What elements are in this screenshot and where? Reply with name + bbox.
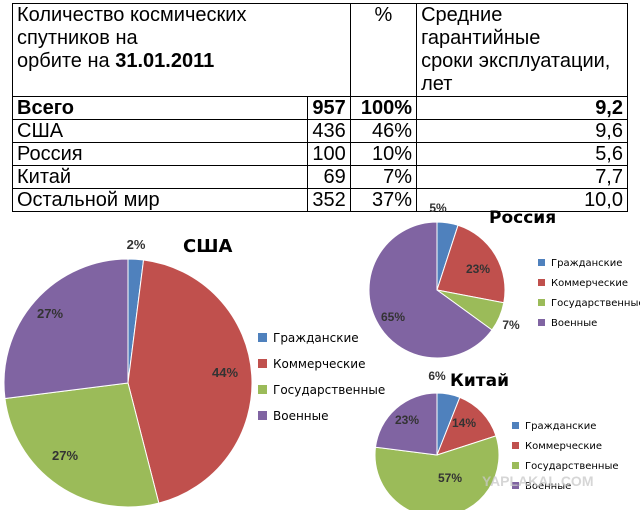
slice-label: 7% xyxy=(502,318,520,332)
legend-swatch xyxy=(512,422,519,429)
table-header-row: Количество космических спутников на орбит… xyxy=(11,3,628,97)
legend-swatch xyxy=(258,333,267,342)
legend-label: Государственные xyxy=(273,383,385,397)
legend-label: Государственные xyxy=(525,461,619,472)
slice-label: 2% xyxy=(127,237,146,252)
slice-label: 44% xyxy=(212,365,238,380)
pie-slice xyxy=(4,382,160,508)
legend-label: Военные xyxy=(273,409,329,423)
legend-label: Гражданские xyxy=(273,331,359,345)
legend-swatch xyxy=(512,482,519,489)
legend-swatch xyxy=(538,319,545,326)
slice-label: 65% xyxy=(381,310,405,324)
legend-label: Гражданские xyxy=(525,421,596,432)
header-lifetime: Средние гарантийные сроки эксплуатации, л… xyxy=(416,3,628,97)
row-percent: 37% xyxy=(349,188,418,212)
slice-label: 27% xyxy=(52,448,78,463)
pie-chart-2: 5% 23% 7% 65% Россия Гражданские Коммерческие Г… xyxy=(368,201,640,359)
chart-title: Китай xyxy=(450,371,509,391)
row-lifetime: 10,0 xyxy=(416,188,628,212)
row-percent: 100% xyxy=(349,96,418,120)
row-name: США xyxy=(11,119,309,143)
row-lifetime: 5,6 xyxy=(416,142,628,166)
watermark-text: YAPLAKAL.COM xyxy=(482,473,594,489)
slice-label: 23% xyxy=(466,262,490,276)
legend-swatch xyxy=(258,359,267,368)
row-count: 100 xyxy=(307,142,351,166)
header-count-label: Количество космических спутников на орбит… xyxy=(11,3,308,97)
legend-swatch xyxy=(538,279,545,286)
slice-label: 5% xyxy=(429,201,447,215)
table-row: Остальной мир 352 37% 10,0 xyxy=(11,188,628,212)
row-count: 957 xyxy=(307,96,351,120)
header-count-spacer xyxy=(307,3,351,97)
row-percent: 46% xyxy=(349,119,418,143)
pie-slice xyxy=(436,224,506,304)
legend-label: Гражданские xyxy=(551,258,622,269)
row-count: 352 xyxy=(307,188,351,212)
legend-label: Военные xyxy=(525,481,571,492)
legend-label: Военные xyxy=(551,318,597,329)
legend-label: Коммерческие xyxy=(273,357,365,371)
pie-slice xyxy=(374,392,438,456)
legend-swatch xyxy=(538,299,545,306)
slice-label: 14% xyxy=(452,416,476,430)
row-percent: 7% xyxy=(349,165,418,189)
legend-swatch xyxy=(258,385,267,394)
slice-label: 6% xyxy=(428,369,446,383)
table-row: Россия 100 10% 5,6 xyxy=(11,142,628,166)
legend-swatch xyxy=(512,442,519,449)
chart-title: Россия xyxy=(489,208,556,228)
slice-label: 27% xyxy=(37,306,63,321)
legend-label: Коммерческие xyxy=(551,278,628,289)
row-name: Россия xyxy=(11,142,309,166)
legend-swatch xyxy=(258,411,267,420)
legend-label: Государственные xyxy=(551,298,640,309)
pie-slice xyxy=(374,435,500,510)
chart-title: США xyxy=(183,236,232,257)
row-percent: 10% xyxy=(349,142,418,166)
pie-chart-3: 6% 14% 57% 23% Китай Гражданские Коммерческие Г… xyxy=(374,369,619,510)
pie-slice xyxy=(3,258,129,400)
pie-slice xyxy=(368,221,493,359)
slice-label: 23% xyxy=(395,413,419,427)
legend-label: Коммерческие xyxy=(525,441,602,452)
pie-chart-1: 2% 44% 27% 27% США Гражданские Коммерческие Гос… xyxy=(3,236,385,508)
pie-slice xyxy=(127,259,253,504)
header-percent: % xyxy=(349,3,418,97)
legend-swatch xyxy=(512,462,519,469)
row-count: 436 xyxy=(307,119,351,143)
legend-swatch xyxy=(538,259,545,266)
row-name: Остальной мир xyxy=(11,188,309,212)
slice-label: 57% xyxy=(438,471,462,485)
satellites-table: Количество космических спутников на орбит… xyxy=(11,3,628,212)
row-count: 69 xyxy=(307,165,351,189)
header-date: 31.01.2011 xyxy=(115,50,215,72)
